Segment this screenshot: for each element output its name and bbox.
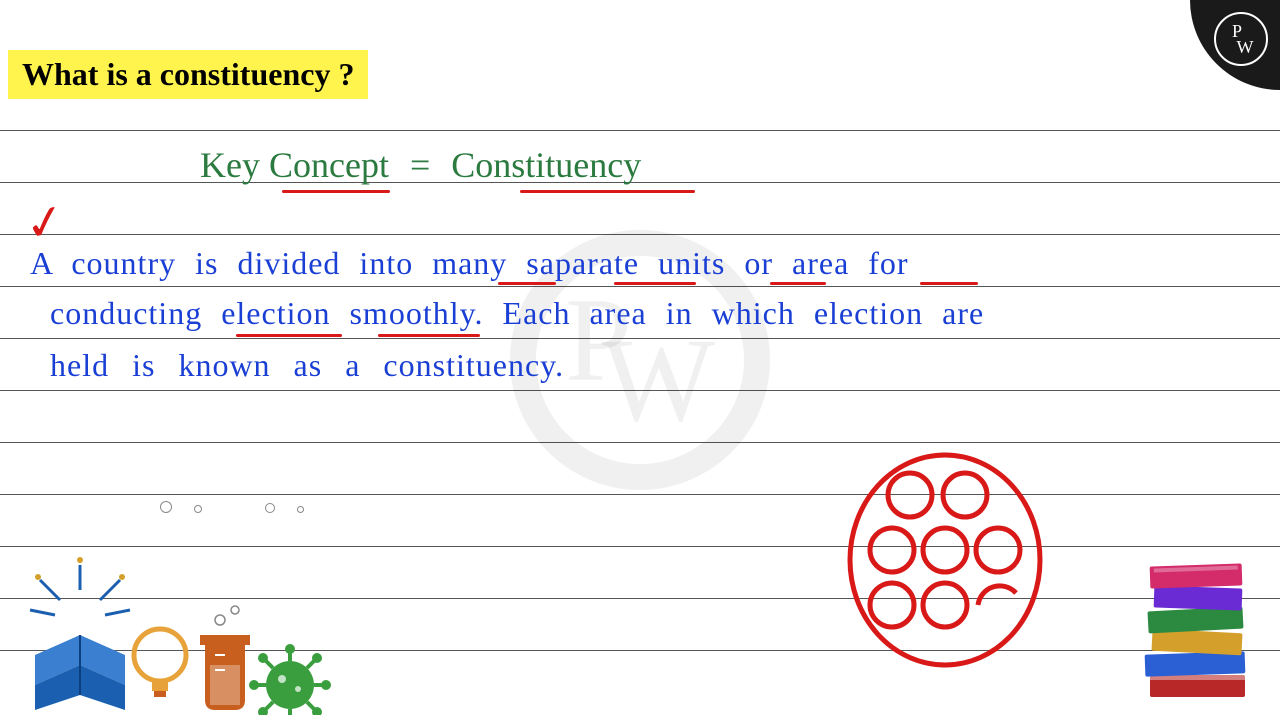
body-line-1: A country is divided into many saparate … [30,245,1230,282]
constituency-diagram [830,440,1060,690]
decorative-bubbles [160,500,322,518]
page-title: What is a constituency ? [8,50,368,99]
pw-logo-icon: P W [1214,12,1268,66]
body-line-2: conducting election smoothly. Each area … [50,295,1250,332]
underline [236,334,342,337]
underline [614,282,696,285]
science-icons [20,555,340,715]
underline [920,282,978,285]
underline [498,282,556,285]
brand-badge: P W [1190,0,1280,90]
underline [520,190,695,193]
underline [378,334,480,337]
underline [770,282,826,285]
book-stack-icon [1130,545,1260,715]
heading-text: Key Concept = Constituency [200,144,641,186]
underline [282,190,390,193]
body-line-3: held is known as a constituency. [50,347,1250,384]
